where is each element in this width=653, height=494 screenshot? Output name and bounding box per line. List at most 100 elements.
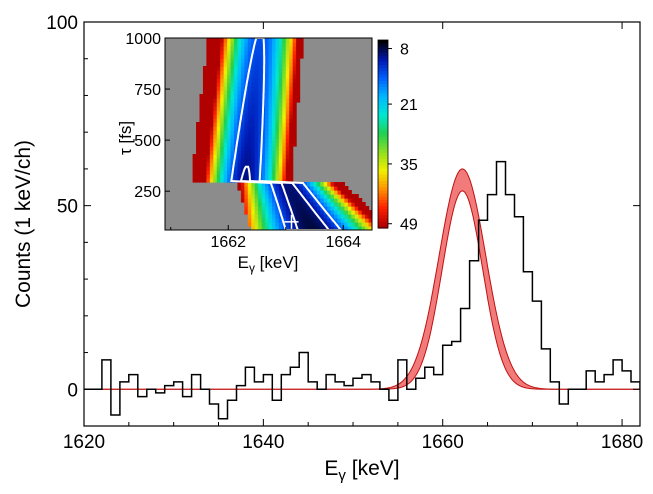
- heatmap-cell: [285, 114, 290, 119]
- heatmap-cell: [292, 210, 297, 215]
- heatmap-cell: [230, 154, 235, 159]
- heatmap-cell: [323, 206, 328, 211]
- heatmap-cell: [209, 58, 214, 63]
- heatmap-cell: [275, 138, 280, 143]
- heatmap-cell: [196, 166, 201, 171]
- inset-chi2-map: [165, 38, 372, 230]
- heatmap-cell: [234, 38, 239, 43]
- heatmap-cell: [254, 86, 259, 91]
- heatmap-cell: [271, 94, 276, 99]
- heatmap-cell: [209, 78, 214, 83]
- heatmap-cell: [213, 82, 218, 87]
- heatmap-cell: [275, 178, 280, 183]
- colorbar-segment: [378, 190, 388, 195]
- heatmap-cell: [209, 118, 214, 123]
- heatmap-cell: [261, 154, 266, 159]
- heatmap-cell: [254, 114, 259, 119]
- heatmap-cell: [227, 162, 232, 167]
- heatmap-cell: [220, 178, 225, 183]
- heatmap-cell: [240, 146, 245, 151]
- heatmap-cell: [347, 222, 352, 227]
- heatmap-cell: [268, 138, 273, 143]
- heatmap-cell: [347, 194, 352, 199]
- heatmap-cell: [223, 142, 228, 147]
- heatmap-cell: [251, 174, 256, 179]
- heatmap-cell: [268, 162, 273, 167]
- heatmap-cell: [285, 70, 290, 75]
- heatmap-cell: [278, 86, 283, 91]
- heatmap-cell: [244, 70, 249, 75]
- heatmap-cell: [220, 158, 225, 163]
- heatmap-cell: [351, 226, 356, 230]
- heatmap-cell: [282, 214, 287, 219]
- heatmap-cell: [227, 110, 232, 115]
- heatmap-cell: [220, 98, 225, 103]
- heatmap-cell: [213, 110, 218, 115]
- heatmap-cell: [240, 86, 245, 91]
- contour-inner: [239, 165, 331, 230]
- histogram-layer: [84, 160, 640, 420]
- heatmap-cell: [220, 150, 225, 155]
- heatmap-cell: [268, 66, 273, 71]
- heatmap-cell: [278, 186, 283, 191]
- heatmap-cell: [271, 122, 276, 127]
- heatmap-cell: [216, 174, 221, 179]
- heatmap-cell: [334, 194, 339, 199]
- heatmap-cell: [199, 178, 204, 183]
- heatmap-cell: [278, 62, 283, 67]
- heatmap-cell: [268, 190, 273, 195]
- heatmap-cell: [354, 210, 359, 215]
- heatmap-cell: [282, 206, 287, 211]
- heatmap-cell: [361, 202, 366, 207]
- heatmap-cell: [213, 58, 218, 63]
- heatmap-cell: [282, 102, 287, 107]
- heatmap-cell: [209, 66, 214, 71]
- heatmap-cell: [202, 166, 207, 171]
- heatmap-cell: [278, 134, 283, 139]
- colorbar-segment: [378, 90, 388, 94]
- heatmap-cell: [292, 194, 297, 199]
- heatmap-cell: [261, 150, 266, 155]
- colorbar-segment: [378, 58, 388, 63]
- heatmap-cell: [247, 94, 252, 99]
- heatmap-cell: [192, 162, 197, 167]
- heatmap-cell: [275, 54, 280, 59]
- colorbar-segment: [378, 152, 388, 157]
- heatmap-cell: [213, 174, 218, 179]
- heatmap-cell: [251, 206, 256, 211]
- heatmap-cell: [223, 146, 228, 151]
- heatmap-cell: [206, 38, 211, 43]
- heatmap-cell: [320, 202, 325, 207]
- heatmap-cell: [289, 202, 294, 207]
- heatmap-cell: [261, 198, 266, 203]
- heatmap-cell: [244, 90, 249, 95]
- heatmap-cell: [244, 154, 249, 159]
- heatmap-cell: [285, 110, 290, 115]
- heatmap-cell: [223, 66, 228, 71]
- heatmap-cell: [261, 118, 266, 123]
- heatmap-cell: [340, 218, 345, 223]
- heatmap-cell: [258, 142, 263, 147]
- heatmap-cell: [230, 138, 235, 143]
- heatmap-cell: [237, 186, 242, 191]
- heatmap-cell: [244, 210, 249, 215]
- heatmap-cell: [296, 54, 301, 59]
- heatmap-cell: [265, 122, 270, 127]
- heatmap-cell: [237, 98, 242, 103]
- heatmap-cell: [206, 150, 211, 155]
- heatmap-cell: [320, 210, 325, 215]
- heatmap-cell: [220, 38, 225, 43]
- heatmap-cell: [313, 194, 318, 199]
- heatmap-cell: [220, 42, 225, 47]
- heatmap-cell: [237, 106, 242, 111]
- heatmap-cell: [209, 138, 214, 143]
- heatmap-cell: [206, 110, 211, 115]
- heatmap-cell: [299, 222, 304, 227]
- heatmap-cell: [299, 46, 304, 51]
- heatmap-cell: [320, 190, 325, 195]
- heatmap-cell: [209, 42, 214, 47]
- inset-x-axis-label-base: E: [238, 253, 249, 272]
- heatmap-cell: [223, 130, 228, 135]
- heatmap-cell: [282, 158, 287, 163]
- heatmap-cell: [278, 98, 283, 103]
